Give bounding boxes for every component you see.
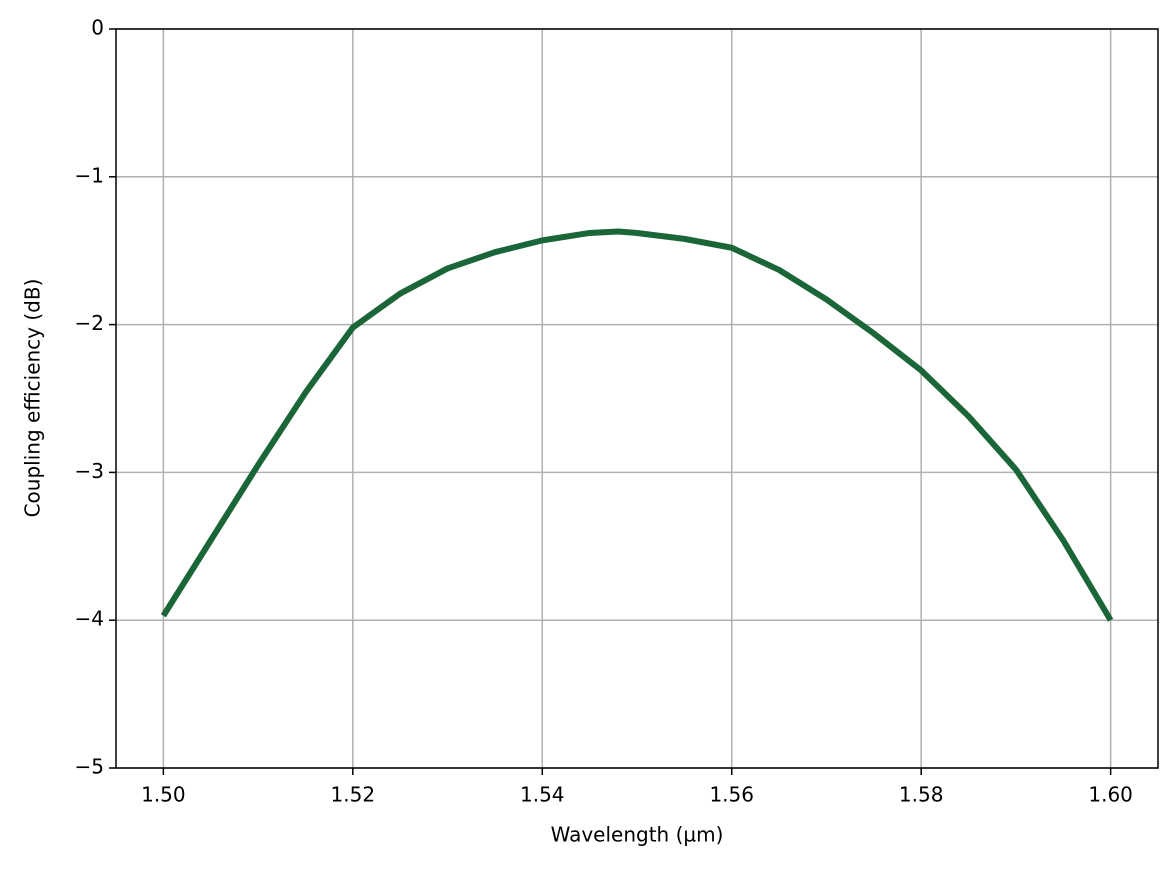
y-tick-label: −1 [75, 163, 104, 187]
y-tick-label: −4 [75, 607, 104, 631]
x-tick-label: 1.56 [709, 783, 754, 807]
plot-area [160, 228, 1114, 622]
x-axis-label: Wavelength (µm) [551, 823, 724, 847]
data-line [160, 228, 1114, 622]
y-tick-label: −2 [75, 311, 104, 335]
x-tick-label: 1.50 [141, 783, 186, 807]
y-tick-label: −5 [75, 755, 104, 779]
y-tick-label: −3 [75, 459, 104, 483]
x-tick-label: 1.58 [899, 783, 944, 807]
grid [116, 28, 1158, 769]
ticks: 1.50 1.52 1.54 1.56 1.58 1.60 −5 −4 −3 −2 −1 0 [75, 16, 1133, 807]
y-tick-label: 0 [91, 16, 104, 40]
x-tick-label: 1.52 [331, 783, 376, 807]
axes-frame [115, 28, 1159, 769]
x-tick-label: 1.54 [520, 783, 565, 807]
y-axis-label: Coupling efficiency (dB) [21, 279, 45, 518]
x-tick-label: 1.60 [1088, 783, 1133, 807]
